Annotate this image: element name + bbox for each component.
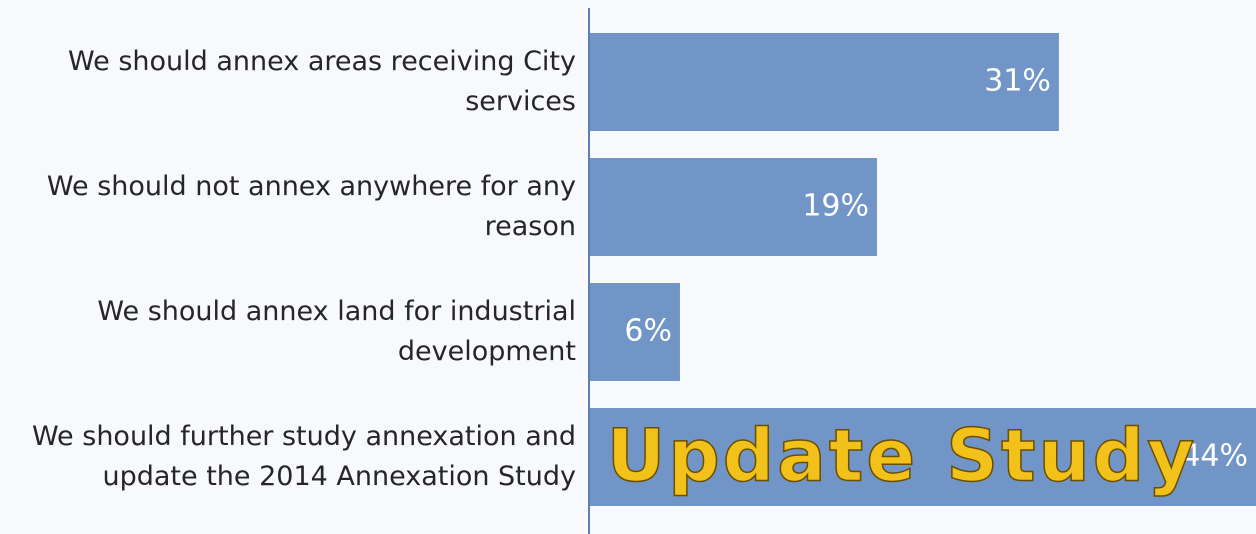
bar [589, 33, 1059, 131]
bar [589, 158, 878, 256]
category-label: We should annex land for industrial deve… [97, 296, 576, 367]
category-label: We should not annex anywhere for any rea… [46, 171, 576, 242]
annotation: Update Study [607, 414, 1197, 498]
category-label: We should annex areas receiving City ser… [68, 46, 576, 117]
category-label: We should further study annexation and u… [31, 421, 576, 492]
value-label: 44% [1181, 439, 1248, 474]
value-label: 31% [984, 64, 1051, 99]
bar [589, 283, 680, 381]
bar [589, 408, 1256, 506]
value-label: 6% [624, 314, 672, 349]
value-label: 19% [802, 189, 869, 224]
